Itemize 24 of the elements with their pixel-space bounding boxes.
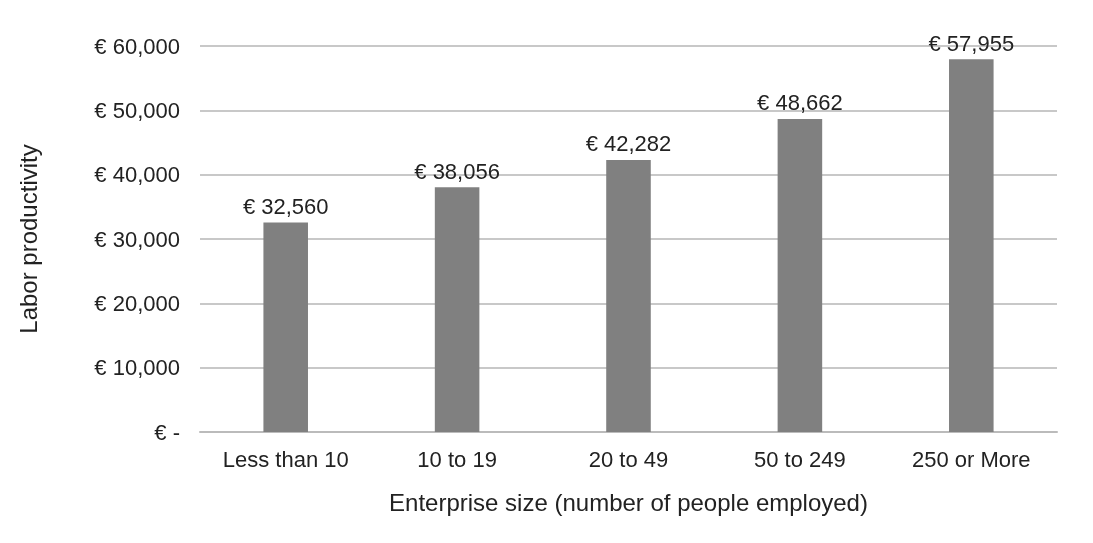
y-tick-label: € 60,000 — [94, 33, 180, 59]
bar — [949, 59, 994, 432]
data-label: € 32,560 — [242, 194, 329, 220]
x-tick-label: 250 or More — [911, 446, 1031, 472]
data-label: € 57,955 — [928, 30, 1015, 56]
bar — [263, 222, 308, 432]
data-label: € 42,282 — [585, 131, 672, 157]
y-tick-label: € 10,000 — [94, 355, 180, 381]
x-tick-label: 20 to 49 — [588, 446, 669, 472]
x-axis-title: Enterprise size (number of people employed) — [389, 488, 868, 516]
x-tick-label: 50 to 249 — [754, 446, 846, 472]
bar — [606, 159, 651, 432]
y-tick-label: € 30,000 — [94, 226, 180, 252]
x-tick-label: 10 to 19 — [417, 446, 497, 472]
data-label: € 48,662 — [757, 90, 843, 116]
y-tick-label: € 50,000 — [94, 97, 180, 123]
y-tick-label: € - — [154, 419, 180, 445]
data-label: € 38,056 — [414, 158, 500, 184]
y-axis-title: Labor productivity — [14, 144, 42, 334]
bar — [777, 118, 823, 432]
y-tick-label: € 40,000 — [94, 162, 180, 188]
bar — [434, 187, 480, 432]
x-tick-label: Less than 10 — [222, 446, 349, 472]
y-tick-label: € 20,000 — [94, 290, 180, 316]
